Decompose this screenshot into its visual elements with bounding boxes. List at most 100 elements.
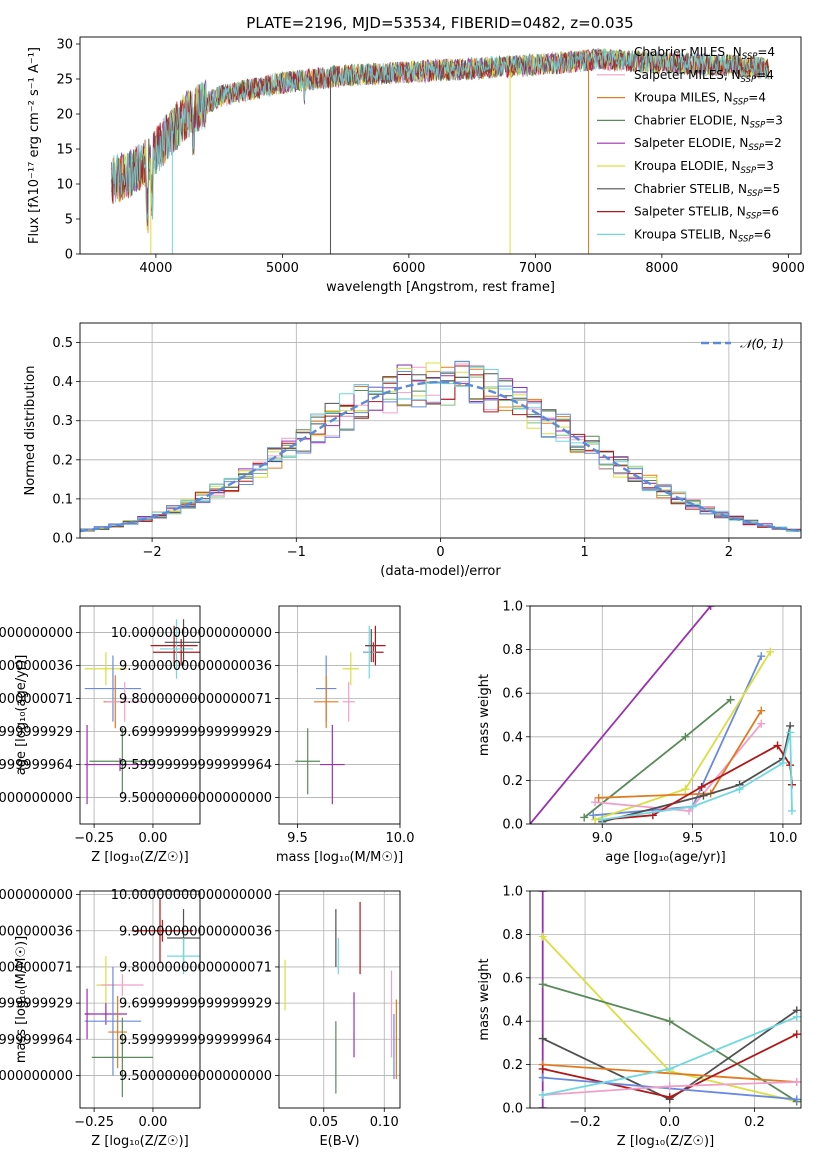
- x-axis-label: E(B-V): [319, 1134, 359, 1149]
- x-tick-label: −0.2: [569, 1115, 601, 1130]
- legend-label-main: Kroupa MILES, N: [634, 91, 733, 105]
- axes-frame: [529, 890, 802, 1109]
- y-tick-label: 9.69999999999999929: [0, 997, 73, 1012]
- y-tick-label: 10.00000000000000000: [111, 888, 272, 903]
- y-tick-label: 0.0: [502, 818, 523, 833]
- y-tick-label: 20: [56, 108, 73, 123]
- y-tick-label: 0.4: [52, 375, 73, 390]
- legend-label: Chabrier ELODIE, NSSP=3: [634, 113, 783, 130]
- y-tick-label: 10.00000000000000000: [0, 888, 73, 903]
- y-tick-label: 0.0: [502, 1102, 523, 1117]
- y-tick-label: 9.69999999999999929: [119, 997, 272, 1012]
- errorbar-point: [367, 629, 376, 663]
- legend-label-suffix: =3: [756, 159, 774, 173]
- y-tick-label: 9.90000000000000036: [119, 659, 272, 674]
- x-tick-label: 0: [436, 545, 444, 560]
- legend-label-suffix: =4: [757, 45, 775, 59]
- y-tick-label: 9.80000000000000071: [0, 960, 73, 975]
- weight-marker: [766, 647, 775, 656]
- legend-label-suffix: =2: [764, 136, 782, 150]
- weight-marker: [538, 1073, 547, 1082]
- x-tick-label: 0.10: [370, 1115, 399, 1130]
- weight-marker: [757, 706, 766, 715]
- y-tick-label: 10: [56, 178, 73, 193]
- legend-label-main: Chabrier MILES, N: [634, 45, 742, 59]
- errorbar-point: [155, 898, 165, 964]
- axes-frame: [79, 605, 201, 825]
- y-tick-label: 9.90000000000000036: [0, 924, 73, 939]
- errorbar-point: [363, 625, 376, 679]
- figure-title: PLATE=2196, MJD=53534, FIBERID=0482, z=0…: [246, 14, 633, 32]
- y-tick-label: 9.59999999999999964: [119, 1033, 272, 1048]
- x-tick-label: 10.0: [386, 831, 415, 846]
- weight-marker: [778, 758, 787, 767]
- weight-marker: [538, 891, 547, 895]
- plot-area-weight-vs-Z: [538, 891, 801, 1108]
- y-tick-label: 9.69999999999999929: [0, 725, 73, 740]
- plot-area-weight-vs-age: [530, 606, 796, 824]
- legend-label-sub: SSP: [741, 75, 757, 85]
- weight-marker: [538, 932, 547, 941]
- errorbar-point: [84, 966, 142, 1076]
- y-tick-label: 0.2: [502, 1058, 523, 1073]
- weight-marker: [591, 798, 600, 807]
- weight-marker: [580, 813, 589, 822]
- weight-series-line: [602, 732, 793, 821]
- weight-marker: [699, 791, 708, 800]
- weight-marker: [697, 782, 706, 791]
- y-axis-label: Normed distribution: [23, 366, 38, 496]
- legend-label-main: Kroupa ELODIE, N: [634, 159, 741, 173]
- weight-marker: [757, 719, 766, 728]
- y-tick-label: 0.4: [502, 1015, 523, 1030]
- y-tick-label: 10.00000000000000000: [0, 626, 73, 641]
- weight-marker: [538, 1034, 547, 1043]
- x-tick-label: 9.0: [592, 831, 613, 846]
- errorbar-point: [108, 995, 128, 1069]
- axes-spectrum: 4000 5000 6000 7000 8000 9000 0 5 10 15 20 25 30 wave…: [27, 36, 805, 295]
- legend-label: Salpeter STELIB, NSSP=6: [634, 205, 779, 222]
- x-tick-label: 1: [581, 545, 589, 560]
- y-tick-label: 0.4: [502, 730, 523, 745]
- y-tick-label: 0.2: [52, 453, 73, 468]
- weight-marker: [735, 785, 744, 794]
- y-axis-label: Flux [fλ10⁻¹⁷ erg cm⁻² s⁻¹ A⁻¹]: [27, 47, 42, 244]
- x-tick-label: 6000: [392, 261, 425, 276]
- errorbar-point: [84, 655, 142, 722]
- x-tick-label: 0.2: [744, 1115, 765, 1130]
- weight-marker: [787, 806, 796, 815]
- plot-area-mass-vs-EBV: [284, 901, 397, 1094]
- y-axis-label: mass weight: [477, 958, 492, 1040]
- plot-area-spectrum: [111, 48, 770, 254]
- y-tick-label: 0.8: [502, 643, 523, 658]
- x-axis-label: Z [log₁₀(Z/Z☉)]: [91, 850, 188, 865]
- errorbar-point: [89, 728, 156, 795]
- weight-marker: [594, 793, 603, 802]
- y-tick-label: 0: [65, 248, 73, 263]
- y-tick-label: 0.1: [52, 492, 73, 507]
- y-tick-label: 9.90000000000000036: [0, 659, 73, 674]
- y-tick-label: 1.0: [502, 600, 523, 615]
- normal-curve: [80, 380, 801, 533]
- y-tick-label: 9.69999999999999929: [119, 725, 272, 740]
- x-tick-label: 9.5: [287, 831, 308, 846]
- axes-weight-vs-age: 9.0 9.5 10.0 0.0 0.2 0.4 0.6 0.8 1.0 age [log₁₀(a…: [477, 600, 802, 865]
- weight-marker: [665, 1064, 674, 1073]
- y-tick-label: 9.50000000000000000: [119, 1069, 272, 1084]
- weight-marker: [792, 1012, 801, 1021]
- x-axis-label: mass [log₁₀(M/M☉)]: [276, 850, 403, 865]
- x-axis-label: Z [log₁₀(Z/Z☉)]: [91, 1134, 188, 1149]
- legend-label-suffix: =4: [748, 91, 766, 105]
- weight-marker: [681, 732, 690, 741]
- x-tick-label: −0.25: [74, 831, 114, 846]
- legend-label-suffix: =6: [754, 227, 772, 241]
- y-axis-label: mass weight: [477, 674, 492, 756]
- y-tick-label: 9.59999999999999964: [0, 758, 73, 773]
- weight-marker: [786, 728, 795, 737]
- x-tick-label: 10.0: [768, 831, 797, 846]
- axes-age-vs-Z: −0.25 0.00 9.50000000000000000 9.5999999999…: [0, 605, 201, 865]
- x-tick-label: −1: [287, 545, 306, 560]
- weight-marker: [706, 606, 715, 610]
- legend-label: Kroupa STELIB, NSSP=6: [634, 227, 771, 244]
- errorbar-point: [91, 1017, 153, 1098]
